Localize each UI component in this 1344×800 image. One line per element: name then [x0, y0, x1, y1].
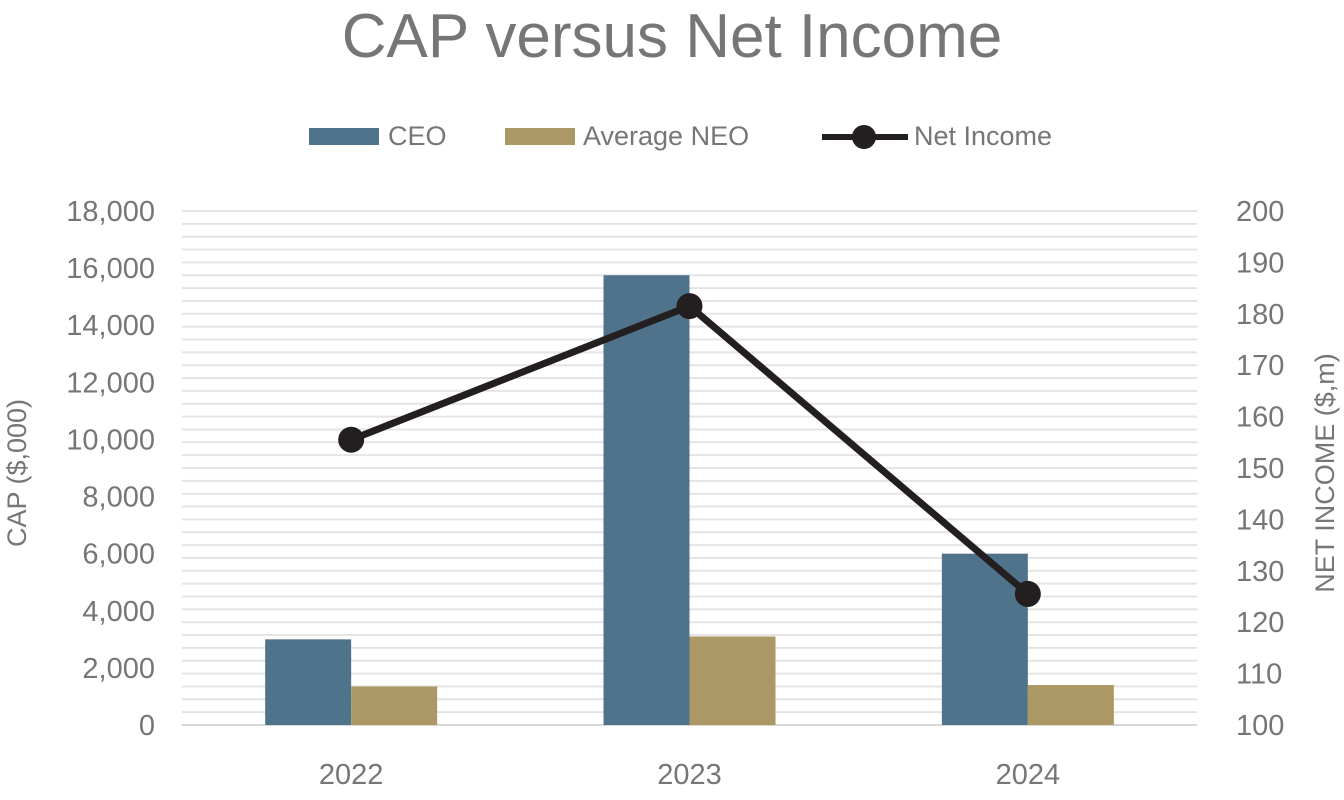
y2-tick-label: 100	[1236, 710, 1284, 742]
y-tick-label: 4,000	[82, 596, 155, 628]
y-axis-title: CAP ($,000)	[2, 399, 32, 547]
bar-average-neo-2022	[351, 686, 438, 725]
y2-axis-title: NET INCOME ($,m)	[1310, 353, 1340, 593]
y-tick-label: 12,000	[66, 367, 155, 399]
legend-swatch-ceo	[309, 128, 379, 145]
y2-tick-label: 180	[1236, 299, 1284, 331]
y-tick-label: 18,000	[66, 196, 155, 228]
legend-swatch-average-neo	[505, 128, 575, 145]
bar-ceo-2022	[265, 639, 352, 725]
y-tick-label: 16,000	[66, 253, 155, 285]
legend: CEO Average NEO Net Income	[309, 121, 1052, 151]
y2-tick-label: 170	[1236, 350, 1284, 382]
axis-ticks: 0 2,000 4,000 6,000 8,000 10,000 12,000 14,000 1…	[66, 196, 1284, 791]
net-income-point-2022	[338, 426, 365, 453]
legend-label-ceo: CEO	[388, 121, 447, 151]
x-tick-label: 2023	[657, 759, 722, 791]
y2-tick-label: 190	[1236, 247, 1284, 279]
y2-tick-label: 160	[1236, 402, 1284, 434]
net-income-point-2023	[676, 293, 703, 320]
y-tick-label: 8,000	[82, 482, 155, 514]
x-tick-label: 2024	[996, 759, 1061, 791]
y-tick-label: 14,000	[66, 310, 155, 342]
y-tick-label: 10,000	[66, 424, 155, 456]
y-tick-label: 6,000	[82, 539, 155, 571]
bar-average-neo-2024	[1027, 685, 1114, 725]
y2-tick-label: 200	[1236, 196, 1284, 228]
legend-label-average-neo: Average NEO	[583, 121, 749, 151]
net-income-point-2024	[1014, 580, 1041, 607]
y2-tick-label: 140	[1236, 504, 1284, 536]
y-tick-label: 2,000	[82, 653, 155, 685]
chart-title: CAP versus Net Income	[342, 2, 1002, 71]
y2-tick-label: 150	[1236, 453, 1284, 485]
bars	[265, 275, 1114, 725]
bar-ceo-2023	[603, 275, 690, 725]
y2-tick-label: 110	[1236, 659, 1282, 691]
legend-marker-net-income	[852, 125, 876, 149]
net-income-line	[338, 293, 1041, 607]
y2-tick-label: 130	[1236, 556, 1284, 588]
legend-label-net-income: Net Income	[914, 121, 1052, 151]
x-tick-label: 2022	[319, 759, 384, 791]
y-tick-label: 0	[139, 710, 155, 742]
y2-tick-label: 120	[1236, 607, 1284, 639]
bar-average-neo-2023	[689, 636, 776, 725]
